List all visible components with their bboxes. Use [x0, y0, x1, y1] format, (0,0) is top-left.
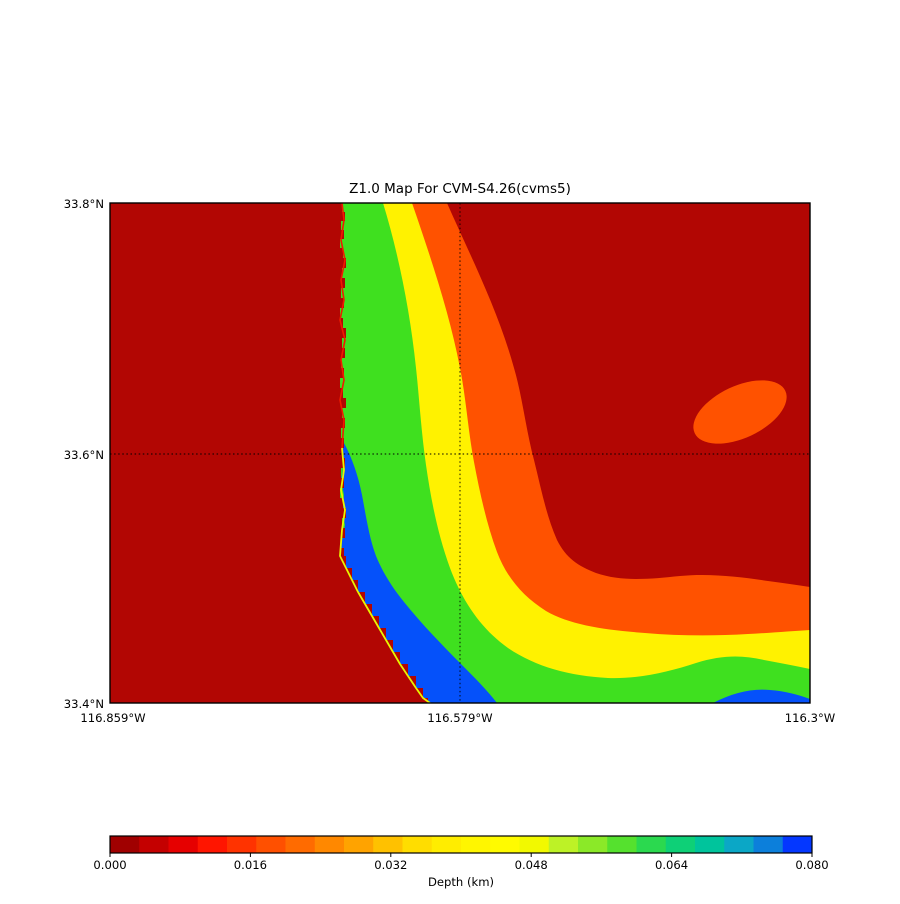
colorbar-tick-label: 0.032 — [374, 858, 407, 872]
colorbar-border — [109, 835, 813, 854]
colorbar-segment — [490, 836, 520, 853]
colorbar-ticks: 0.000 0.016 0.032 0.048 0.064 0.080 — [93, 853, 829, 872]
colorbar-segments — [110, 836, 813, 853]
colorbar-segment — [753, 836, 784, 853]
colorbar-segment — [636, 836, 667, 853]
colorbar-segment — [256, 836, 286, 853]
colorbar-tick-label: 0.080 — [795, 858, 828, 872]
colorbar-segment — [431, 836, 462, 853]
colorbar-label: Depth (km) — [428, 875, 494, 889]
xtick-116.3W: 116.3°W — [785, 711, 836, 725]
colorbar-segment — [197, 836, 228, 853]
colorbar-segment — [110, 836, 140, 853]
colorbar-tick-label: 0.000 — [93, 858, 126, 872]
colorbar-segment — [548, 836, 579, 853]
plot-border — [109, 202, 811, 704]
contour-region-yellow — [340, 203, 810, 703]
colorbar-tick-label: 0.048 — [515, 858, 548, 872]
colorbar-tick-label: 0.016 — [234, 858, 267, 872]
colorbar-segment — [461, 836, 491, 853]
colorbar-segment — [782, 836, 813, 853]
ytick-33.4N: 33.4°N — [64, 697, 104, 711]
fringe-upper-red — [339, 203, 346, 449]
colorbar-segment — [665, 836, 696, 853]
ytick-33.6N: 33.6°N — [64, 448, 104, 462]
colorbar-segment — [314, 836, 345, 853]
colorbar-segment — [168, 836, 199, 853]
chart-title: Z1.0 Map For CVM-S4.26(cvms5) — [349, 181, 571, 197]
colorbar-segment — [695, 836, 725, 853]
colorbar-tick-label: 0.064 — [655, 858, 688, 872]
contour-pocket-blue-southeast — [713, 689, 810, 703]
ytick-33.8N: 33.8°N — [64, 197, 104, 211]
colorbar-segment — [402, 836, 433, 853]
colorbar-segment — [139, 836, 169, 853]
colorbar-segment — [344, 836, 374, 853]
xtick-116.579W: 116.579°W — [427, 711, 493, 725]
fringe-lower-yellow — [339, 447, 431, 703]
colorbar-segment — [578, 836, 608, 853]
contour-region-blue — [340, 443, 497, 703]
orange-anomaly-ellipse — [693, 380, 787, 444]
colorbar-segment — [519, 836, 550, 853]
colorbar-segment — [607, 836, 637, 853]
xtick-116.859W: 116.859°W — [80, 711, 146, 725]
low-depth-region-west — [110, 203, 428, 703]
colorbar-segment — [373, 836, 403, 853]
colorbar-segment — [227, 836, 257, 853]
colorbar-segment — [724, 836, 754, 853]
colorbar-segment — [285, 836, 316, 853]
